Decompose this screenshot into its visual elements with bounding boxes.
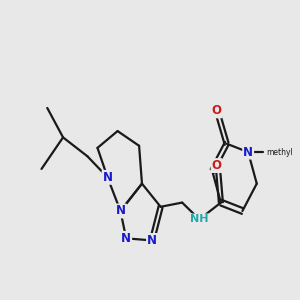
Text: N: N [121,232,131,245]
Text: N: N [147,234,157,247]
Text: methyl: methyl [266,148,293,157]
Text: N: N [116,205,126,218]
Text: N: N [243,146,253,159]
Text: O: O [212,159,222,172]
Text: O: O [212,104,222,117]
Text: N: N [103,171,112,184]
Text: NH: NH [190,214,208,224]
